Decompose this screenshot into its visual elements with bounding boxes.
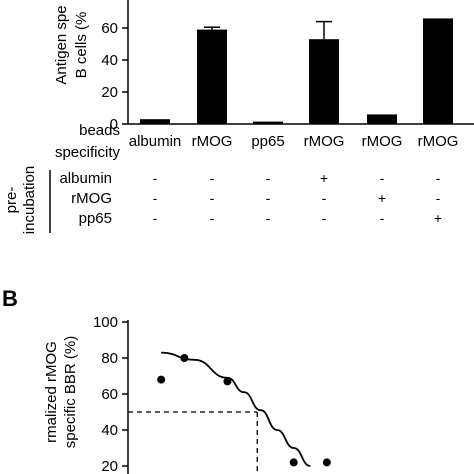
y-tick-label: 0 bbox=[110, 116, 118, 133]
category-label: rMOG bbox=[304, 133, 345, 150]
data-point bbox=[223, 377, 232, 386]
bar bbox=[253, 121, 283, 124]
preincubation-mark: + bbox=[378, 190, 386, 206]
preincubation-mark: - bbox=[322, 210, 327, 226]
preincubation-mark: - bbox=[266, 210, 271, 226]
bar bbox=[423, 18, 453, 124]
preincubation-mark: - bbox=[153, 170, 158, 186]
preincubation-table: pre- incubation albumin - - - + - - rMOG - - - - + - p… bbox=[3, 166, 442, 234]
reference-lines bbox=[128, 411, 258, 474]
y-tick-label: 100 bbox=[93, 314, 118, 331]
y-tick-label: 40 bbox=[101, 52, 118, 69]
y-ticks: 0 20 40 60 bbox=[101, 20, 128, 133]
preincubation-row-label: albumin bbox=[59, 170, 112, 187]
category-label: albumin bbox=[129, 133, 182, 150]
preincubation-row-label: rMOG bbox=[71, 190, 112, 207]
preincubation-mark: - bbox=[266, 190, 271, 206]
preincubation-mark: - bbox=[322, 190, 327, 206]
preincubation-mark: - bbox=[380, 210, 385, 226]
bar bbox=[197, 29, 227, 125]
pre-label: pre- bbox=[3, 187, 20, 214]
y-tick-label: 60 bbox=[101, 386, 118, 403]
preincubation-mark: - bbox=[266, 170, 271, 186]
y-ticks: 20 40 60 80 100 bbox=[93, 314, 128, 474]
y-tick-label: 20 bbox=[101, 84, 118, 101]
beads-label: beads bbox=[79, 122, 120, 139]
specificity-label: specificity bbox=[55, 144, 121, 161]
data-points bbox=[157, 354, 331, 467]
y-axis-label-line1: Antigen spe bbox=[53, 5, 70, 84]
y-tick-label: 80 bbox=[101, 350, 118, 367]
data-point bbox=[289, 458, 298, 467]
bar bbox=[140, 119, 170, 124]
preincubation-mark: - bbox=[436, 190, 441, 206]
category-label: rMOG bbox=[362, 133, 403, 150]
fit-curve bbox=[161, 351, 311, 467]
preincubation-mark: - bbox=[153, 190, 158, 206]
preincubation-mark: - bbox=[153, 210, 158, 226]
data-point bbox=[322, 458, 331, 467]
bar-chart: Antigen spe B cells (% 0 20 40 60 albumin rM… bbox=[53, 0, 474, 150]
y-tick-label: 20 bbox=[101, 458, 118, 474]
scatter-chart: rmalized rMOG specific BBR (%) 20 40 60 80 1… bbox=[43, 314, 331, 474]
preincubation-mark: + bbox=[320, 170, 328, 186]
data-point bbox=[157, 375, 166, 384]
y-axis-label-line1: rmalized rMOG bbox=[43, 341, 60, 443]
preincubation-mark: - bbox=[210, 170, 215, 186]
category-labels: albumin rMOG pp65 rMOG rMOG rMOG bbox=[129, 133, 459, 150]
y-tick-label: 60 bbox=[101, 20, 118, 37]
panel-b-label: B bbox=[2, 286, 18, 311]
category-label: rMOG bbox=[192, 133, 233, 150]
preincubation-mark: + bbox=[434, 210, 442, 226]
y-axis-label-line2: specific BBR (%) bbox=[62, 336, 79, 449]
category-label: pp65 bbox=[251, 133, 284, 150]
preincubation-row-label: pp65 bbox=[79, 210, 112, 227]
bar bbox=[309, 39, 339, 125]
preincubation-mark: - bbox=[210, 210, 215, 226]
y-axis-label-line2: B cells (% bbox=[73, 12, 90, 79]
y-tick-label: 40 bbox=[101, 422, 118, 439]
bars bbox=[140, 18, 453, 125]
incubation-label: incubation bbox=[21, 166, 38, 234]
preincubation-mark: - bbox=[436, 170, 441, 186]
preincubation-mark: - bbox=[210, 190, 215, 206]
data-point bbox=[180, 354, 189, 362]
preincubation-mark: - bbox=[380, 170, 385, 186]
bar bbox=[367, 114, 397, 124]
category-label: rMOG bbox=[418, 133, 459, 150]
